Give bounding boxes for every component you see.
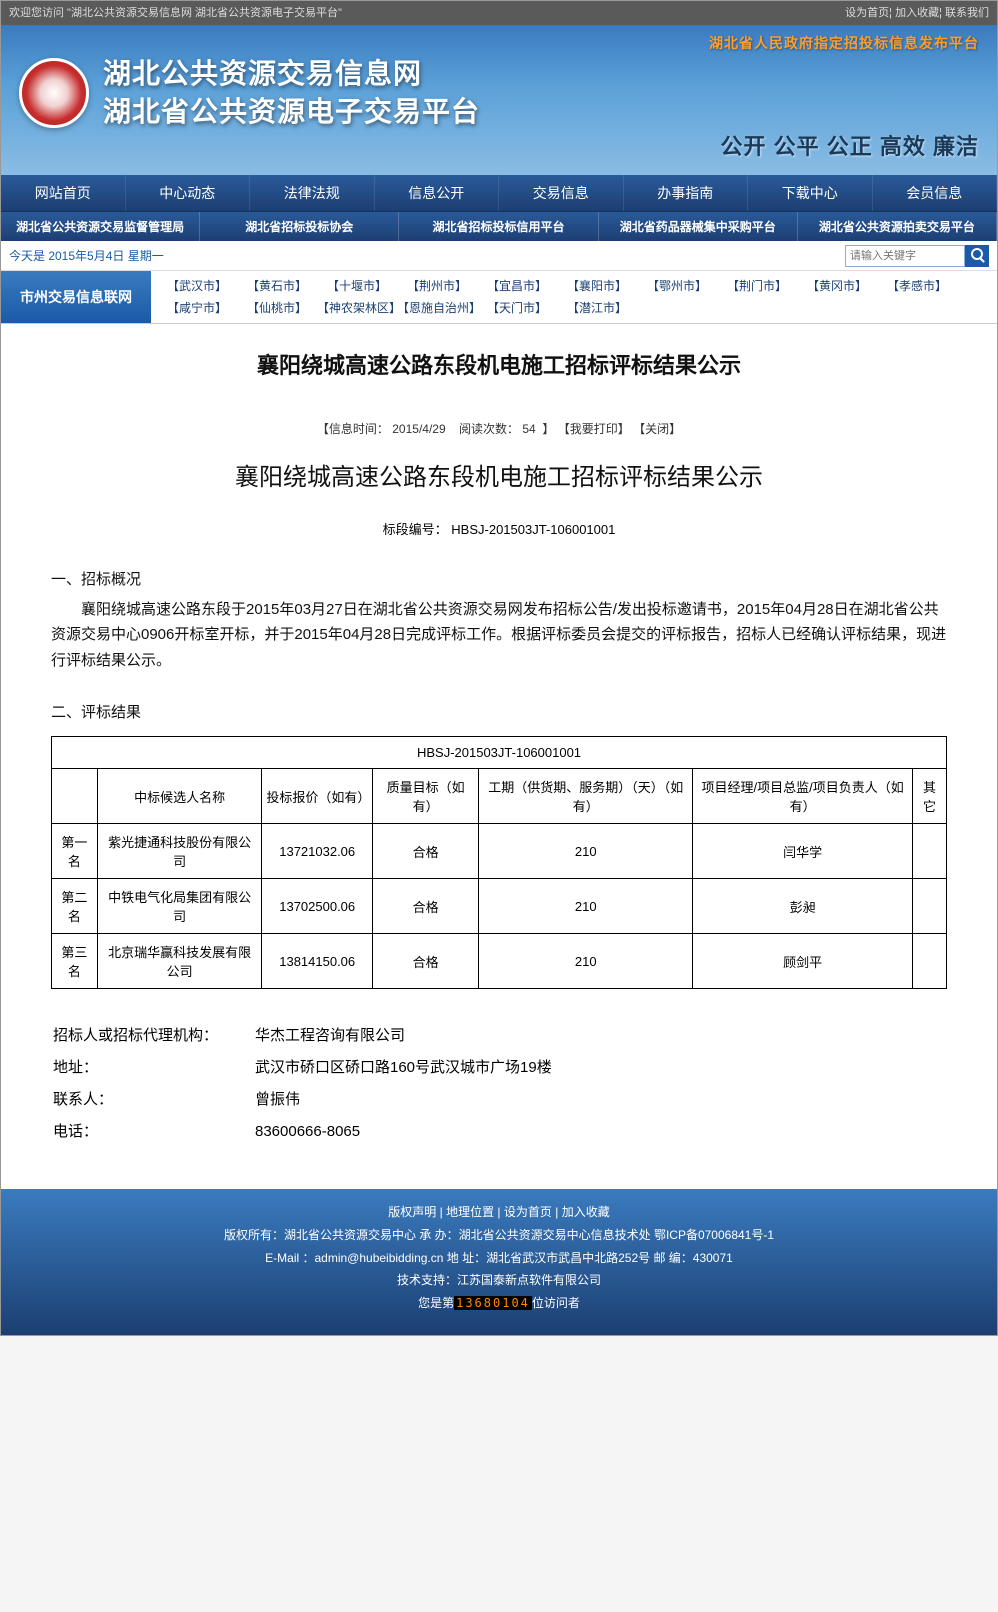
table-header: 项目经理/项目总监/项目负责人（如有） xyxy=(693,769,913,824)
city-link-8[interactable]: 【黄冈市】 xyxy=(797,275,877,297)
search-input[interactable] xyxy=(845,245,965,267)
visitor-counter: 13680104 xyxy=(454,1296,532,1310)
bid-result-table: HBSJ-201503JT-106001001 中标候选人名称投标报价（如有）质… xyxy=(51,736,947,989)
search-box xyxy=(845,245,989,267)
footer-location-link[interactable]: 地理位置 xyxy=(446,1205,494,1219)
city-link-7[interactable]: 【荆门市】 xyxy=(717,275,797,297)
table-row: 第一名紫光捷通科技股份有限公司13721032.06合格210闫华学 xyxy=(52,824,947,879)
table-header xyxy=(52,769,98,824)
section1-heading: 一、招标概况 xyxy=(51,568,947,589)
subnav-3[interactable]: 湖北省招标投标信用平台 xyxy=(399,212,598,241)
table-caption: HBSJ-201503JT-106001001 xyxy=(52,737,947,769)
nav-info[interactable]: 信息公开 xyxy=(375,175,500,211)
footer-homepage-link[interactable]: 设为首页 xyxy=(504,1205,552,1219)
footer-line1: 版权所有：湖北省公共资源交易中心 承 办：湖北省公共资源交易中心信息技术处 鄂I… xyxy=(1,1224,997,1247)
city-link-5[interactable]: 【襄阳市】 xyxy=(557,275,637,297)
main-nav: 网站首页 中心动态 法律法规 信息公开 交易信息 办事指南 下载中心 会员信息 xyxy=(1,175,997,211)
city-link-0[interactable]: 【武汉市】 xyxy=(157,275,237,297)
city-link-9[interactable]: 【孝感市】 xyxy=(877,275,957,297)
info-time: 2015/4/29 xyxy=(392,422,445,436)
nav-home[interactable]: 网站首页 xyxy=(1,175,126,211)
city-bar: 市州交易信息联网 【武汉市】【黄石市】【十堰市】【荆州市】【宜昌市】【襄阳市】【… xyxy=(1,271,997,324)
city-link-6[interactable]: 【鄂州市】 xyxy=(637,275,717,297)
footer-copyright-link[interactable]: 版权声明 xyxy=(388,1205,436,1219)
footer-line3: 技术支持：江苏国泰新点软件有限公司 xyxy=(1,1269,997,1292)
search-icon xyxy=(971,248,983,260)
subnav-5[interactable]: 湖北省公共资源拍卖交易平台 xyxy=(798,212,997,241)
nav-trade[interactable]: 交易信息 xyxy=(499,175,624,211)
footer-links: 版权声明 | 地理位置 | 设为首页 | 加入收藏 xyxy=(1,1201,997,1224)
nav-guide[interactable]: 办事指南 xyxy=(624,175,749,211)
today-date: 今天是 2015年5月4日 星期一 xyxy=(9,247,164,264)
footer: 版权声明 | 地理位置 | 设为首页 | 加入收藏 版权所有：湖北省公共资源交易… xyxy=(1,1189,997,1335)
org-name: 华杰工程咨询有限公司 xyxy=(255,1021,552,1051)
contact-link[interactable]: 联系我们 xyxy=(945,7,989,19)
org-tel: 83600666-8065 xyxy=(255,1117,552,1147)
set-homepage-link[interactable]: 设为首页 xyxy=(845,7,889,19)
city-link-15[interactable]: 【潜江市】 xyxy=(557,297,637,319)
site-title-1: 湖北公共资源交易信息网 xyxy=(103,55,480,93)
city-link-2[interactable]: 【十堰市】 xyxy=(317,275,397,297)
read-count: 54 xyxy=(522,422,535,436)
city-link-12[interactable]: 【神农架林区】 xyxy=(317,297,397,319)
search-button[interactable] xyxy=(965,245,989,267)
section2-heading: 二、评标结果 xyxy=(51,701,947,722)
city-link-13[interactable]: 【恩施自治州】 xyxy=(397,297,477,319)
subnav-2[interactable]: 湖北省招标投标协会 xyxy=(200,212,399,241)
nav-laws[interactable]: 法律法规 xyxy=(250,175,375,211)
add-favorite-link[interactable]: 加入收藏 xyxy=(895,7,939,19)
top-links: 设为首页¦ 加入收藏¦ 联系我们 xyxy=(845,1,989,25)
doc-title: 襄阳绕城高速公路东段机电施工招标评标结果公示 xyxy=(111,461,887,495)
banner-tag: 湖北省人民政府指定招投标信息发布平台 xyxy=(709,33,979,53)
table-header: 其它 xyxy=(913,769,947,824)
page-title: 襄阳绕城高速公路东段机电施工招标评标结果公示 xyxy=(51,348,947,380)
subnav-1[interactable]: 湖北省公共资源交易监督管理局 xyxy=(1,212,200,241)
city-bar-label: 市州交易信息联网 xyxy=(1,271,151,323)
banner: 湖北省人民政府指定招投标信息发布平台 湖北公共资源交易信息网 湖北省公共资源电子… xyxy=(1,25,997,175)
site-title-2: 湖北省公共资源电子交易平台 xyxy=(103,93,480,131)
org-contact: 曾振伟 xyxy=(255,1085,552,1115)
content-area: 襄阳绕城高速公路东段机电施工招标评标结果公示 【信息时间： 2015/4/29 … xyxy=(1,324,997,1189)
city-list: 【武汉市】【黄石市】【十堰市】【荆州市】【宜昌市】【襄阳市】【鄂州市】【荆门市】… xyxy=(151,271,997,323)
sub-nav: 湖北省公共资源交易监督管理局 湖北省招标投标协会 湖北省招标投标信用平台 湖北省… xyxy=(1,211,997,241)
section1-para: 襄阳绕城高速公路东段于2015年03月27日在湖北省公共资源交易网发布招标公告/… xyxy=(51,597,947,674)
table-header: 投标报价（如有） xyxy=(262,769,373,824)
table-header: 中标候选人名称 xyxy=(97,769,262,824)
close-link[interactable]: 【关闭】 xyxy=(633,422,681,436)
table-header: 质量目标（如有） xyxy=(373,769,479,824)
org-addr: 武汉市硚口区硚口路160号武汉城市广场19楼 xyxy=(255,1053,552,1083)
city-link-10[interactable]: 【咸宁市】 xyxy=(157,297,237,319)
footer-favorite-link[interactable]: 加入收藏 xyxy=(562,1205,610,1219)
nav-news[interactable]: 中心动态 xyxy=(126,175,251,211)
meta-line: 【信息时间： 2015/4/29 阅读次数： 54 】 【我要打印】 【关闭】 xyxy=(51,420,947,437)
nav-member[interactable]: 会员信息 xyxy=(873,175,998,211)
city-link-11[interactable]: 【仙桃市】 xyxy=(237,297,317,319)
table-row: 第三名北京瑞华赢科技发展有限公司13814150.06合格210顾剑平 xyxy=(52,934,947,989)
welcome-text: 欢迎您访问 "湖北公共资源交易信息网 湖北省公共资源电子交易平台" xyxy=(9,1,342,25)
footer-visitor: 您是第13680104位访问者 xyxy=(1,1292,997,1315)
footer-line2: E-Mail ：admin@hubeibidding.cn 地 址：湖北省武汉市… xyxy=(1,1247,997,1270)
table-header: 工期（供货期、服务期）（天）（如有） xyxy=(479,769,693,824)
section-code: 标段编号： HBSJ-201503JT-106001001 xyxy=(51,519,947,538)
contact-info: 招标人或招标代理机构：华杰工程咨询有限公司 地址：武汉市硚口区硚口路160号武汉… xyxy=(51,1019,554,1149)
city-link-14[interactable]: 【天门市】 xyxy=(477,297,557,319)
top-bar: 欢迎您访问 "湖北公共资源交易信息网 湖北省公共资源电子交易平台" 设为首页¦ … xyxy=(1,1,997,25)
city-link-4[interactable]: 【宜昌市】 xyxy=(477,275,557,297)
table-row: 第二名中铁电气化局集团有限公司13702500.06合格210彭昶 xyxy=(52,879,947,934)
subnav-4[interactable]: 湖北省药品器械集中采购平台 xyxy=(599,212,798,241)
banner-slogan: 公开 公平 公正 高效 廉洁 xyxy=(721,129,979,161)
site-seal-icon xyxy=(19,58,89,128)
city-link-1[interactable]: 【黄石市】 xyxy=(237,275,317,297)
print-link[interactable]: 【我要打印】 xyxy=(558,422,630,436)
nav-download[interactable]: 下载中心 xyxy=(748,175,873,211)
date-bar: 今天是 2015年5月4日 星期一 xyxy=(1,241,997,271)
city-link-3[interactable]: 【荆州市】 xyxy=(397,275,477,297)
